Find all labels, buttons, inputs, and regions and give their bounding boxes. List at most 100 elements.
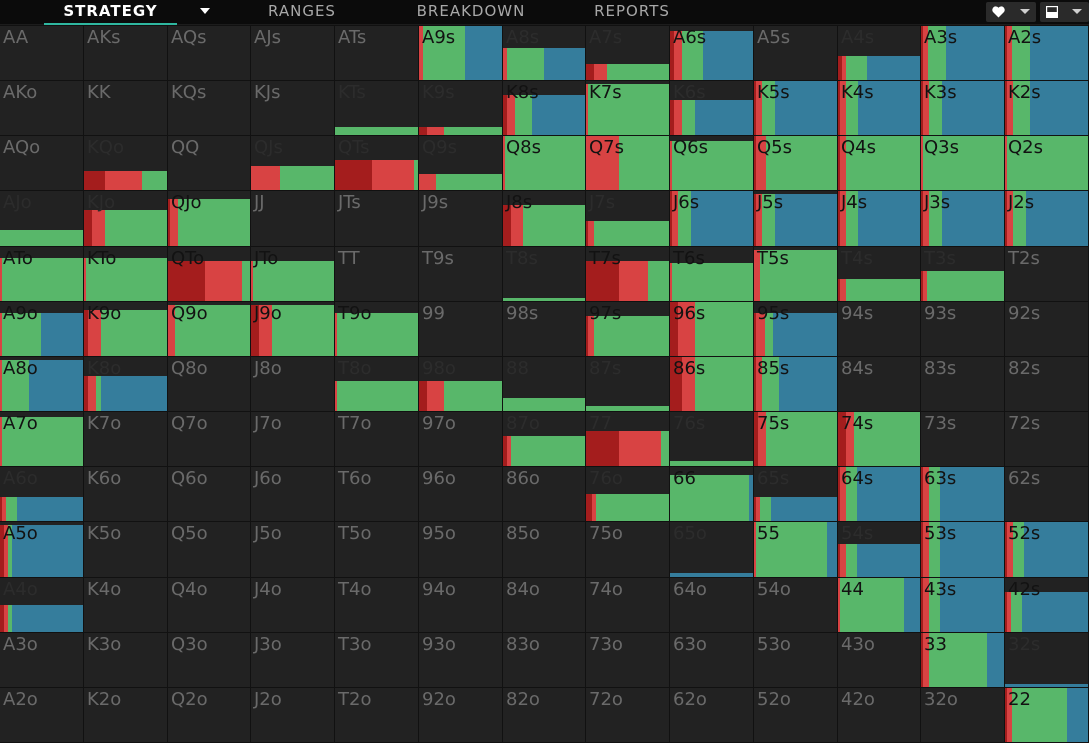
hand-cell[interactable]: T2s <box>1005 247 1088 301</box>
hand-cell[interactable]: 33 <box>921 633 1004 687</box>
hand-cell[interactable]: T9s <box>419 247 502 301</box>
hand-cell[interactable]: 73s <box>921 412 1004 466</box>
hand-cell[interactable]: K9o <box>84 302 167 356</box>
hand-cell[interactable]: T6s <box>670 247 753 301</box>
hand-cell[interactable]: K3o <box>84 633 167 687</box>
tab-ranges[interactable]: RANGES <box>268 2 336 20</box>
hand-cell[interactable]: 98o <box>419 357 502 411</box>
hand-cell[interactable]: 94s <box>838 302 920 356</box>
hand-cell[interactable]: K7s <box>586 81 669 135</box>
hand-cell[interactable]: 93o <box>419 633 502 687</box>
hand-cell[interactable]: J8s <box>503 191 585 246</box>
hand-cell[interactable]: 55 <box>754 522 837 577</box>
hand-cell[interactable]: A6s <box>670 26 753 80</box>
hand-cell[interactable]: K5s <box>754 81 837 135</box>
hand-cell[interactable]: 53s <box>921 522 1004 577</box>
hand-cell[interactable]: T6o <box>335 467 418 521</box>
hand-cell[interactable]: 82o <box>503 688 585 742</box>
hand-cell[interactable]: AA <box>0 26 83 80</box>
hand-cell[interactable]: 32o <box>921 688 1004 742</box>
hand-cell[interactable]: A9s <box>419 26 502 80</box>
hand-cell[interactable]: K2s <box>1005 81 1088 135</box>
hand-cell[interactable]: 92s <box>1005 302 1088 356</box>
hand-cell[interactable]: A4o <box>0 578 83 632</box>
hand-cell[interactable]: J8o <box>251 357 334 411</box>
hand-cell[interactable]: Q3o <box>168 633 250 687</box>
hand-cell[interactable]: 75o <box>586 522 669 577</box>
hand-cell[interactable]: K3s <box>921 81 1004 135</box>
hand-cell[interactable]: T5s <box>754 247 837 301</box>
hand-cell[interactable]: J7s <box>586 191 669 246</box>
hand-cell[interactable]: J2o <box>251 688 334 742</box>
hand-cell[interactable]: K6o <box>84 467 167 521</box>
hand-cell[interactable]: K9s <box>419 81 502 135</box>
hand-cell[interactable]: J7o <box>251 412 334 466</box>
hand-cell[interactable]: Q5s <box>754 136 837 190</box>
hand-cell[interactable]: T9o <box>335 302 418 356</box>
hand-cell[interactable]: T7o <box>335 412 418 466</box>
hand-cell[interactable]: 84s <box>838 357 920 411</box>
hand-cell[interactable]: J2s <box>1005 191 1088 246</box>
hand-cell[interactable]: QJo <box>168 191 250 246</box>
hand-cell[interactable]: K4o <box>84 578 167 632</box>
hand-cell[interactable]: 63s <box>921 467 1004 521</box>
hand-cell[interactable]: AQs <box>168 26 250 80</box>
hand-cell[interactable]: JJ <box>251 191 334 246</box>
hand-cell[interactable]: QJs <box>251 136 334 190</box>
hand-cell[interactable]: 66 <box>670 467 753 521</box>
hand-cell[interactable]: Q9o <box>168 302 250 356</box>
hand-cell[interactable]: 97o <box>419 412 502 466</box>
hand-cell[interactable]: 52s <box>1005 522 1088 577</box>
hand-cell[interactable]: A3o <box>0 633 83 687</box>
hand-cell[interactable]: J4s <box>838 191 920 246</box>
hand-cell[interactable]: 65o <box>670 522 753 577</box>
hand-cell[interactable]: K4s <box>838 81 920 135</box>
hand-cell[interactable]: JTo <box>251 247 334 301</box>
hand-cell[interactable]: Q9s <box>419 136 502 190</box>
hand-cell[interactable]: Q6s <box>670 136 753 190</box>
hand-cell[interactable]: 54s <box>838 522 920 577</box>
hand-cell[interactable]: T3o <box>335 633 418 687</box>
hand-cell[interactable]: 77 <box>586 412 669 466</box>
hand-cell[interactable]: Q4o <box>168 578 250 632</box>
hand-cell[interactable]: 42s <box>1005 578 1088 632</box>
tab-reports[interactable]: REPORTS <box>594 2 670 20</box>
hand-cell[interactable]: K6s <box>670 81 753 135</box>
hand-cell[interactable]: Q2s <box>1005 136 1088 190</box>
hand-cell[interactable]: J6s <box>670 191 753 246</box>
hand-cell[interactable]: A8o <box>0 357 83 411</box>
hand-cell[interactable]: AKs <box>84 26 167 80</box>
hand-cell[interactable]: 76o <box>586 467 669 521</box>
hand-cell[interactable]: Q3s <box>921 136 1004 190</box>
hand-cell[interactable]: KK <box>84 81 167 135</box>
hand-cell[interactable]: A8s <box>503 26 585 80</box>
hand-cell[interactable]: KJs <box>251 81 334 135</box>
hand-cell[interactable]: T4s <box>838 247 920 301</box>
hand-cell[interactable]: 98s <box>503 302 585 356</box>
hand-cell[interactable]: 82s <box>1005 357 1088 411</box>
hand-cell[interactable]: A3s <box>921 26 1004 80</box>
hand-cell[interactable]: T3s <box>921 247 1004 301</box>
hand-cell[interactable]: AKo <box>0 81 83 135</box>
hand-cell[interactable]: 76s <box>670 412 753 466</box>
hand-cell[interactable]: AQo <box>0 136 83 190</box>
hand-cell[interactable]: J3o <box>251 633 334 687</box>
hand-cell[interactable]: 83o <box>503 633 585 687</box>
hand-cell[interactable]: Q6o <box>168 467 250 521</box>
hand-cell[interactable]: 44 <box>838 578 920 632</box>
hand-cell[interactable]: J3s <box>921 191 1004 246</box>
hand-cell[interactable]: 83s <box>921 357 1004 411</box>
hand-cell[interactable]: 92o <box>419 688 502 742</box>
hand-cell[interactable]: QQ <box>168 136 250 190</box>
hand-cell[interactable]: T2o <box>335 688 418 742</box>
hand-cell[interactable]: 96o <box>419 467 502 521</box>
hand-cell[interactable]: A5s <box>754 26 837 80</box>
hand-cell[interactable]: A2s <box>1005 26 1088 80</box>
hand-cell[interactable]: 64o <box>670 578 753 632</box>
hand-cell[interactable]: JTs <box>335 191 418 246</box>
hand-cell[interactable]: 54o <box>754 578 837 632</box>
hand-cell[interactable]: AJs <box>251 26 334 80</box>
hand-cell[interactable]: 95s <box>754 302 837 356</box>
hand-cell[interactable]: J6o <box>251 467 334 521</box>
hand-cell[interactable]: 95o <box>419 522 502 577</box>
